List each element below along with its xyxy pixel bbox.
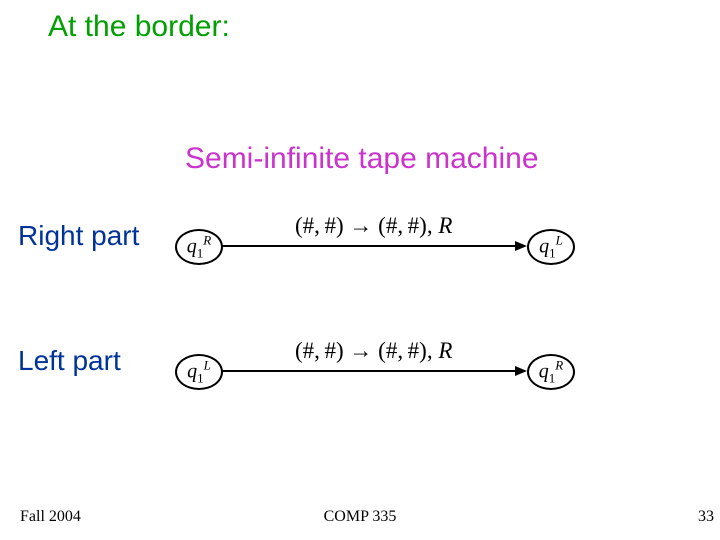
state-q1-R-left: q1R	[175, 229, 223, 265]
state-q1-L-left: q1L	[175, 354, 223, 390]
arrowhead-icon	[515, 241, 527, 251]
left-part-diagram: q1L (#, #) → (#, #), R q1R	[175, 343, 575, 393]
footer-course: COMP 335	[0, 508, 720, 526]
left-part-label: Left part	[18, 345, 121, 377]
state-label: q1L	[539, 233, 563, 262]
state-label: q1R	[187, 233, 211, 262]
transition-label: (#, #) → (#, #), R	[295, 338, 452, 364]
state-label: q1R	[539, 358, 563, 387]
transition-label: (#, #) → (#, #), R	[295, 213, 452, 239]
transition-edge	[221, 370, 525, 372]
slide-subtitle: Semi-infinite tape machine	[185, 142, 539, 176]
right-part-label: Right part	[18, 220, 139, 252]
state-q1-L-right: q1L	[527, 229, 575, 265]
state-label: q1L	[187, 358, 211, 387]
slide-title: At the border:	[48, 10, 230, 44]
state-q1-R-right: q1R	[527, 354, 575, 390]
arrowhead-icon	[515, 366, 527, 376]
right-part-diagram: q1R (#, #) → (#, #), R q1L	[175, 218, 575, 268]
footer-page-number: 33	[698, 508, 714, 526]
transition-edge	[221, 245, 525, 247]
